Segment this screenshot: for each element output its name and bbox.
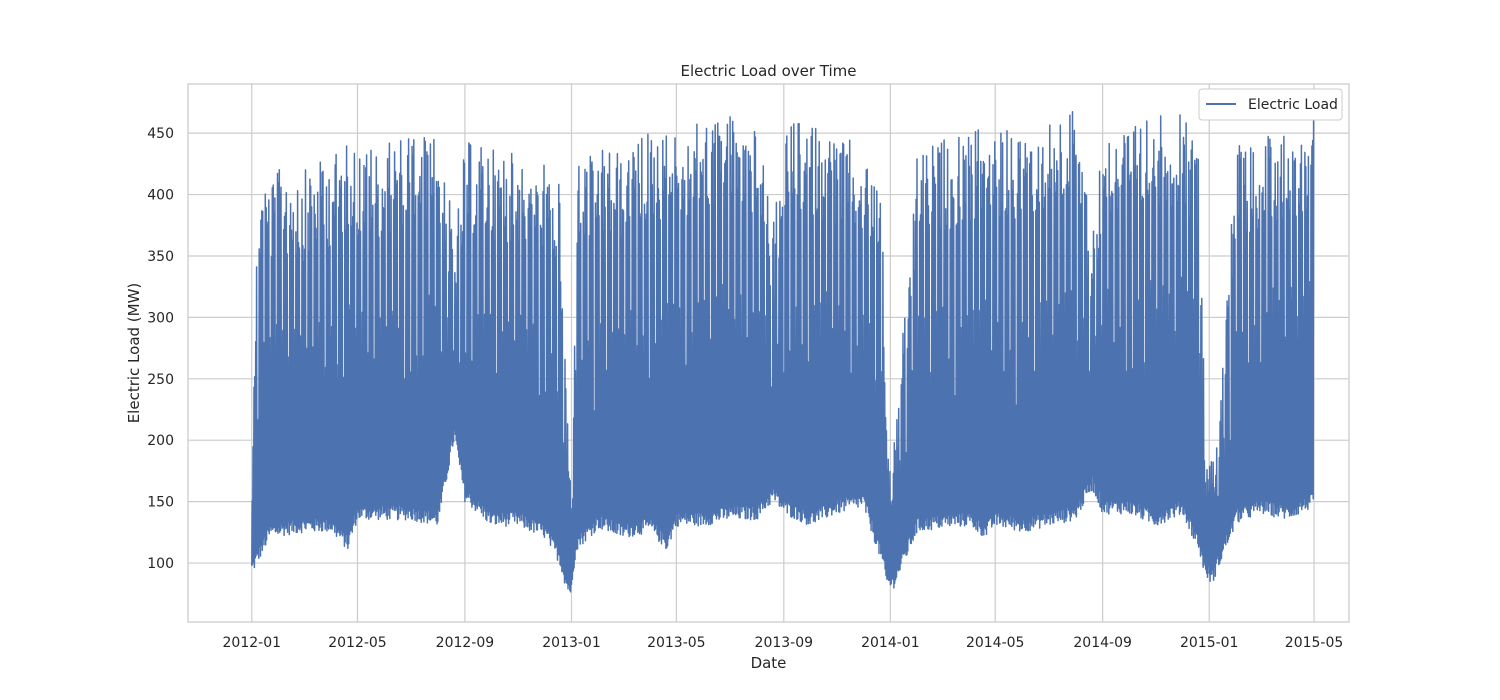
chart-title: Electric Load over Time [680,62,856,80]
x-tick-label: 2015-05 [1285,635,1344,651]
x-tick-label: 2012-01 [223,635,282,651]
series-line-electric-load [251,110,1315,593]
data-layer [251,110,1315,593]
y-tick-label: 350 [147,249,174,265]
y-tick-label: 100 [147,556,174,572]
x-tick-label: 2014-01 [861,635,920,651]
plot-frame [187,83,1350,623]
x-tick-label: 2014-05 [966,635,1025,651]
legend: Electric Load [1198,88,1343,121]
tick-labels: 2012-01 2012-05 2012-09 2013-01 2013-05 2013-… [147,126,1343,651]
y-tick-label: 200 [147,433,174,449]
x-tick-label: 2013-01 [542,635,601,651]
y-tick-label: 150 [147,495,174,511]
y-tick-label: 300 [147,310,174,326]
y-tick-label: 400 [147,188,174,204]
x-axis-label: Date [751,654,787,672]
x-tick-label: 2013-05 [647,635,706,651]
x-tick-label: 2015-01 [1180,635,1239,651]
y-tick-label: 450 [147,126,174,142]
x-tick-label: 2012-05 [328,635,387,651]
x-tick-label: 2013-09 [755,635,814,651]
y-axis-label: Electric Load (MW) [125,283,143,424]
x-tick-label: 2014-09 [1073,635,1132,651]
x-tick-label: 2012-09 [436,635,495,651]
legend-box [1198,88,1343,121]
legend-label: Electric Load [1248,97,1338,113]
y-tick-label: 250 [147,372,174,388]
